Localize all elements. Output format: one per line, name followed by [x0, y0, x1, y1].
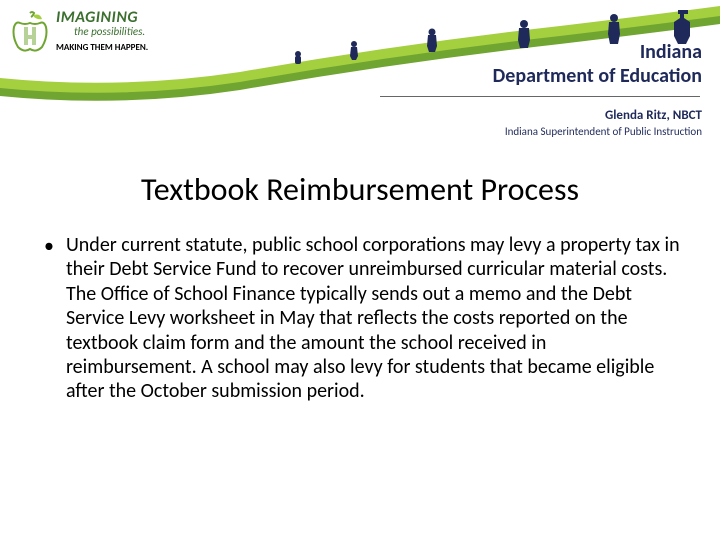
- logo-making-happen: MAKING THEM HAPPEN.: [56, 42, 148, 53]
- logo-area: IMAGINING the possibilities. MAKING THEM…: [8, 8, 148, 53]
- doe-text-block: Indiana Department of Education Glenda R…: [493, 40, 702, 138]
- header-divider: [380, 96, 700, 97]
- doe-line2: Department of Education: [493, 64, 702, 88]
- doe-ritz: Glenda Ritz, NBCT: [493, 108, 702, 123]
- slide-header: IMAGINING the possibilities. MAKING THEM…: [0, 0, 720, 140]
- bullet-row: • Under current statute, public school c…: [40, 233, 680, 404]
- slide-content: Textbook Reimbursement Process • Under c…: [0, 140, 720, 404]
- apple-icon: [8, 9, 52, 53]
- bullet-text: Under current statute, public school cor…: [66, 233, 680, 404]
- logo-possibilities: the possibilities.: [56, 25, 148, 38]
- doe-superintendent: Indiana Superintendent of Public Instruc…: [493, 125, 702, 138]
- logo-text: IMAGINING the possibilities. MAKING THEM…: [56, 8, 148, 53]
- slide-title: Textbook Reimbursement Process: [40, 170, 680, 209]
- doe-line1: Indiana: [493, 40, 702, 64]
- bullet-marker: •: [44, 233, 54, 259]
